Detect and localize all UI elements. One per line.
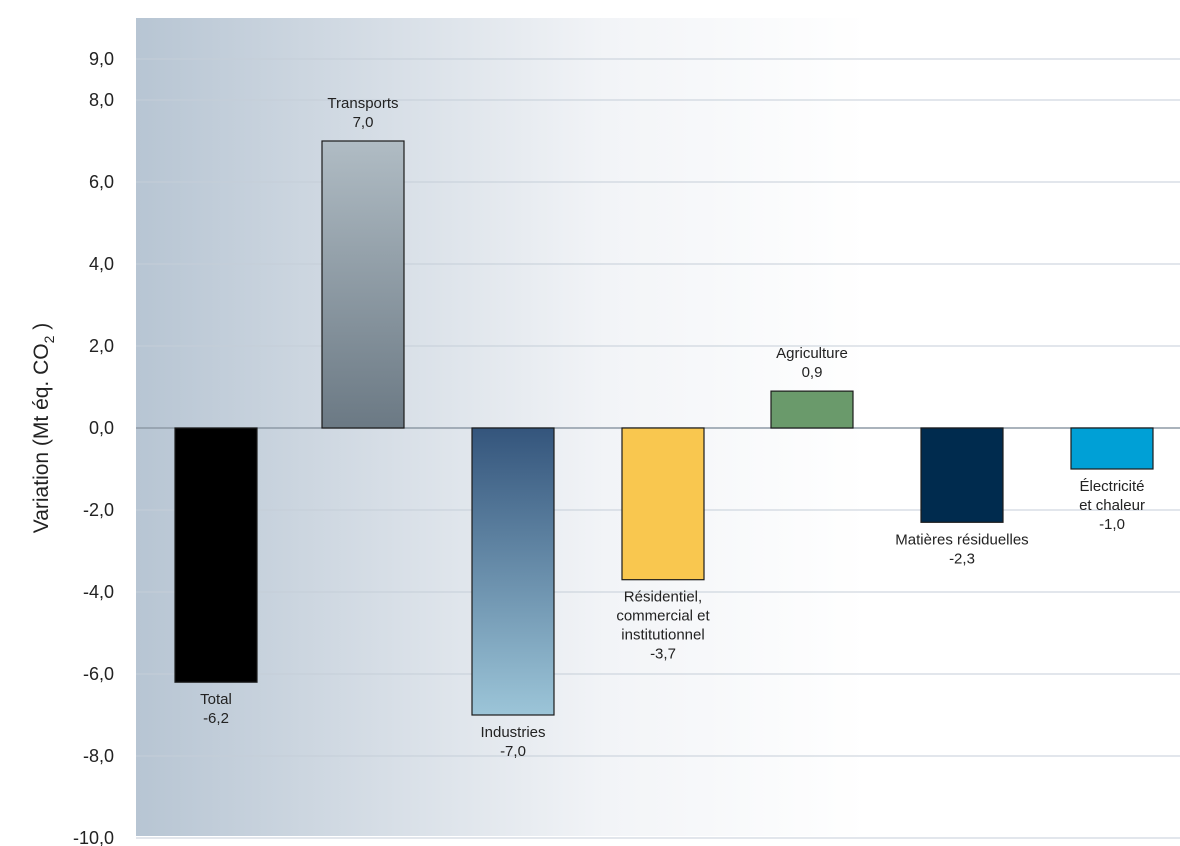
bar-value-label: -1,0 — [1099, 516, 1125, 533]
bar-category-label: Total — [200, 691, 232, 708]
bar-category-label: et chaleur — [1079, 497, 1145, 514]
bar — [621, 427, 705, 581]
bars — [174, 140, 1154, 716]
bar-category-label: Agriculture — [776, 345, 848, 362]
bar-value-label: -7,0 — [500, 743, 526, 760]
bar-category-label: commercial et — [616, 608, 710, 625]
y-axis-title: Variation (Mt éq. CO2 ) — [30, 323, 57, 533]
data-labels: Total -6,2 Transports 7,0 Industries -7,0 Rési… — [200, 95, 1145, 760]
bar-value-label: -2,3 — [949, 550, 975, 567]
bar — [770, 390, 854, 429]
bar-category-label: Matières résiduelles — [895, 531, 1028, 548]
y-tick-label: 2,0 — [89, 336, 114, 356]
bar — [471, 427, 555, 716]
y-tick-label: 8,0 — [89, 90, 114, 110]
y-tick-label: -10,0 — [73, 828, 114, 846]
bar-value-label: -6,2 — [203, 710, 229, 727]
plot-background — [136, 18, 1180, 836]
y-tick-label: 6,0 — [89, 172, 114, 192]
bar-category-label: institutionnel — [621, 627, 704, 644]
bar — [920, 427, 1004, 523]
bar — [174, 427, 258, 683]
bar — [321, 140, 405, 429]
bar-category-label: Industries — [480, 724, 545, 741]
bar-value-label: 0,9 — [802, 364, 823, 381]
bar — [1070, 427, 1154, 470]
bar-category-label: Résidentiel, — [624, 589, 702, 606]
y-tick-label: 4,0 — [89, 254, 114, 274]
y-tick-label: -6,0 — [83, 664, 114, 684]
y-tick-label: 9,0 — [89, 49, 114, 69]
y-tick-label: -2,0 — [83, 500, 114, 520]
bar-value-label: 7,0 — [353, 114, 374, 131]
bar-category-label: Électricité — [1079, 478, 1144, 495]
bar-value-label: -3,7 — [650, 646, 676, 663]
y-tick-label: -4,0 — [83, 582, 114, 602]
y-axis-ticks: 9,0 8,0 6,0 4,0 2,0 0,0 -2,0 -4,0 -6,0 -8,0 -10,0 — [73, 49, 114, 846]
y-tick-label: -8,0 — [83, 746, 114, 766]
bar-category-label: Transports — [327, 95, 398, 112]
y-tick-label: 0,0 — [89, 418, 114, 438]
